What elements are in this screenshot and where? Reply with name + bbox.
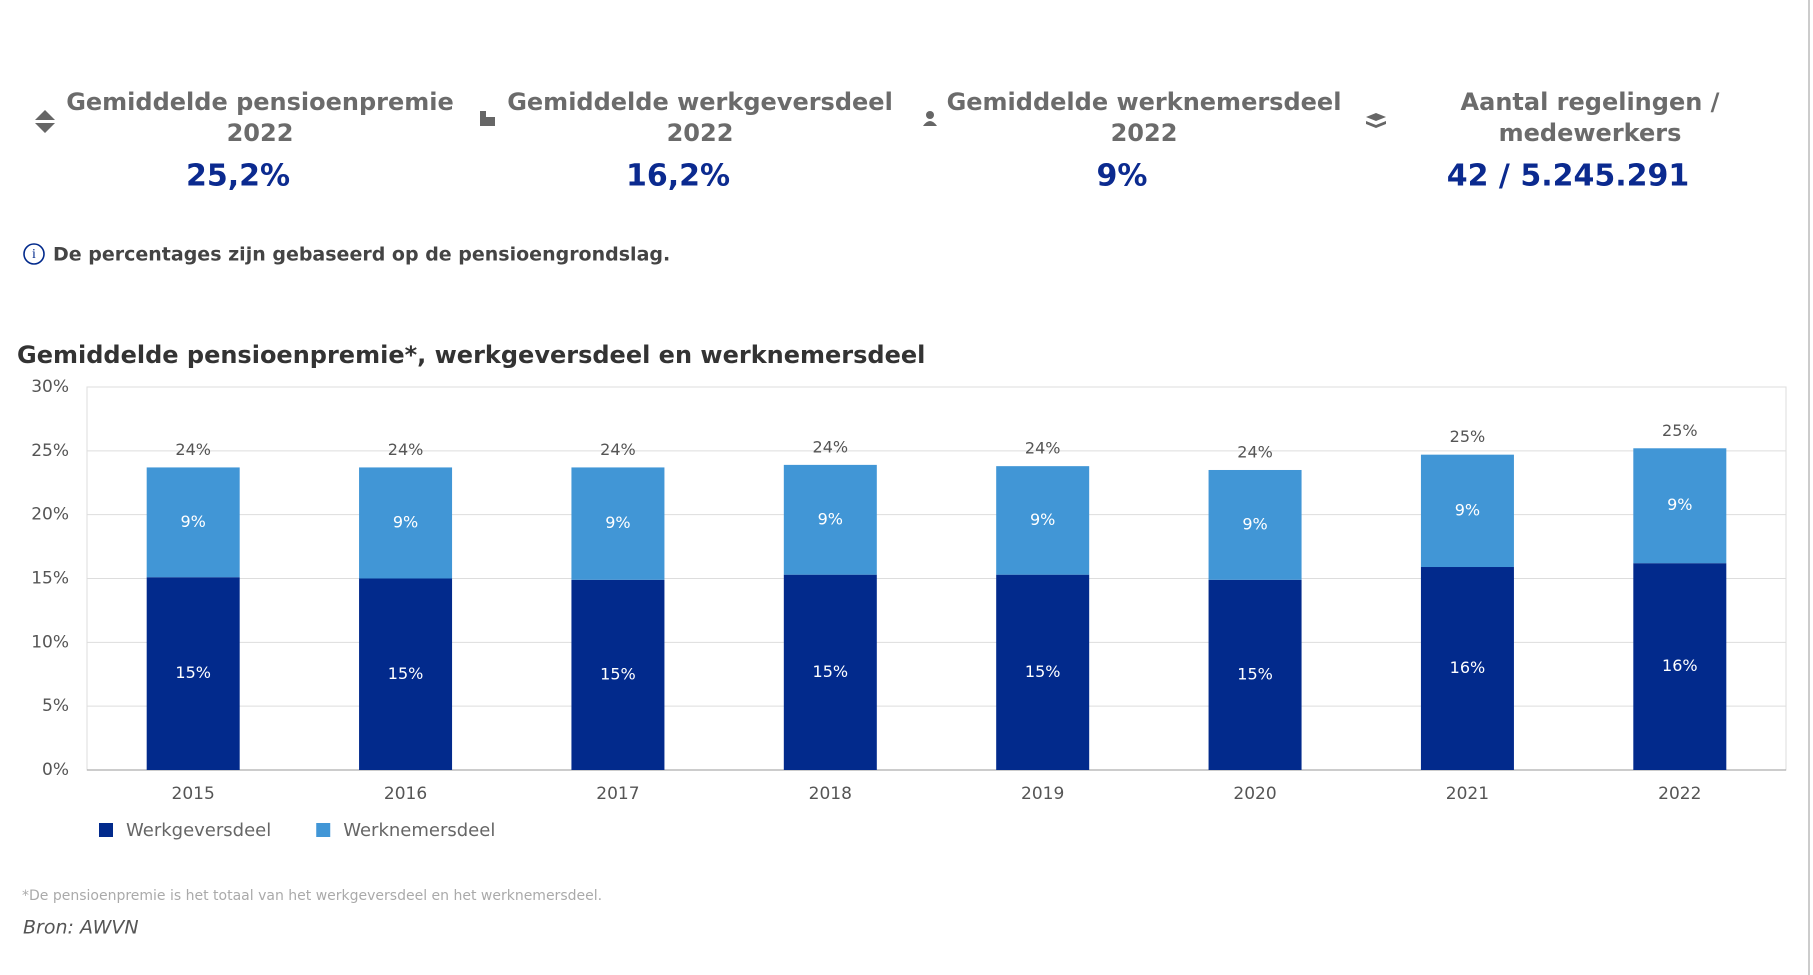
value-label: 15% — [600, 664, 636, 683]
total-label: 25% — [1662, 421, 1698, 440]
kpi-label: 2022 — [667, 119, 734, 147]
bar-segment — [1633, 448, 1727, 564]
bar-segment — [996, 574, 1090, 770]
bar-segment — [146, 467, 240, 578]
legend-swatch — [316, 823, 331, 837]
x-tick-label: 2019 — [1021, 784, 1064, 804]
x-tick-label: 2015 — [172, 784, 215, 804]
value-label: 9% — [1667, 495, 1692, 514]
total-label: 24% — [1025, 439, 1061, 458]
value-label: 15% — [388, 664, 424, 683]
chart-title: Gemiddelde pensioenpremie*, werkgeversde… — [17, 341, 925, 369]
total-label: 24% — [600, 440, 636, 459]
bar-segment — [1420, 454, 1514, 568]
bar-segment — [571, 467, 665, 580]
bar-segment — [783, 574, 877, 770]
kpi-value: 16,2% — [626, 159, 730, 194]
x-tick-label: 2018 — [809, 784, 852, 804]
value-label: 9% — [605, 513, 630, 532]
bar-segment — [1208, 469, 1302, 580]
bar-segment — [146, 577, 240, 770]
footnote: *De pensioenpremie is het totaal van het… — [22, 888, 602, 904]
kpi-value: 25,2% — [186, 159, 290, 194]
value-label: 9% — [1030, 510, 1055, 529]
y-tick-label: 10% — [31, 632, 69, 652]
value-label: 9% — [393, 512, 418, 531]
y-tick-label: 20% — [31, 505, 69, 525]
kpi-value: 42 / 5.245.291 — [1447, 159, 1690, 194]
bar-segment — [359, 578, 453, 770]
y-tick-label: 30% — [31, 377, 69, 397]
x-tick-label: 2021 — [1446, 784, 1489, 804]
bar-segment — [1208, 579, 1302, 770]
scrollbar — [1808, 0, 1810, 975]
bar-segment — [996, 466, 1090, 575]
source: Bron: AWVN — [23, 917, 139, 939]
kpi-icon — [923, 111, 937, 126]
kpi-label: Aantal regelingen / — [1461, 88, 1720, 116]
value-label: 9% — [1455, 500, 1480, 519]
value-label: 9% — [180, 512, 205, 531]
y-tick-label: 0% — [42, 760, 69, 780]
kpi-label: Gemiddelde pensioenpremie — [66, 88, 454, 116]
bar-segment — [571, 579, 665, 770]
value-label: 16% — [1662, 656, 1698, 675]
kpi-value: 9% — [1097, 159, 1148, 194]
bar-segment — [1633, 563, 1727, 770]
bar-segment — [359, 467, 453, 579]
value-label: 15% — [175, 663, 211, 682]
value-label: 15% — [1025, 662, 1061, 681]
value-label: 15% — [1237, 664, 1273, 683]
value-label: 9% — [1242, 514, 1267, 533]
y-tick-label: 25% — [31, 441, 69, 461]
bar-segment — [1420, 567, 1514, 770]
total-label: 24% — [388, 440, 424, 459]
total-label: 25% — [1450, 427, 1486, 446]
value-label: 9% — [818, 509, 843, 528]
kpi-row: Gemiddelde pensioenpremie 2022 25,2% Gemidd… — [66, 88, 1719, 194]
kpi-icon — [480, 111, 495, 126]
x-tick-label: 2016 — [384, 784, 427, 804]
total-label: 24% — [1237, 442, 1273, 461]
legend-label: Werkgeversdeel — [126, 820, 271, 841]
value-label: 15% — [813, 662, 849, 681]
x-tick-label: 2022 — [1658, 784, 1701, 804]
legend-swatch — [99, 823, 113, 837]
value-label: 16% — [1450, 658, 1486, 677]
x-tick-label: 2020 — [1233, 784, 1276, 804]
info-icon-letter: i — [32, 247, 36, 262]
info-text: De percentages zijn gebaseerd op de pens… — [53, 244, 670, 266]
kpi-label: 2022 — [1111, 119, 1178, 147]
kpi-label: Gemiddelde werkgeversdeel — [507, 88, 893, 116]
chart: 0% 5% 10% 15% 20% 25% 30% 2015 15% 9% 24% 2016 15% 9%… — [31, 377, 1787, 841]
bar-segment — [783, 464, 877, 575]
info-icon — [23, 243, 45, 265]
legend-label: Werknemersdeel — [343, 820, 495, 841]
total-label: 24% — [813, 437, 849, 456]
total-label: 24% — [175, 440, 211, 459]
y-tick-label: 15% — [31, 569, 69, 589]
x-tick-label: 2017 — [596, 784, 639, 804]
y-tick-label: 5% — [42, 696, 69, 716]
kpi-label: Gemiddelde werknemersdeel — [947, 88, 1342, 116]
kpi-label: 2022 — [227, 119, 294, 147]
kpi-label: medewerkers — [1499, 119, 1682, 147]
kpi-icon — [1366, 113, 1386, 128]
kpi-icon — [35, 110, 55, 133]
